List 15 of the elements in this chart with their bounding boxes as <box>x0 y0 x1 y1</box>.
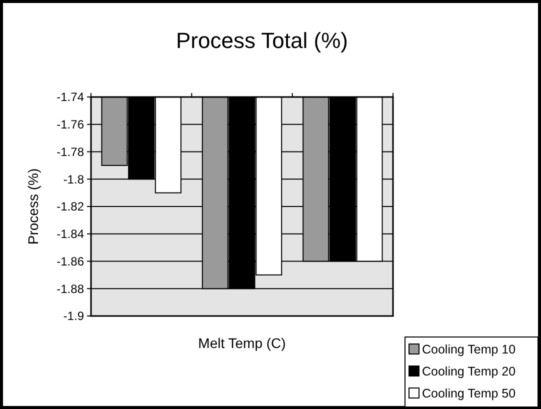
y-tick-label: -1.74 <box>56 90 84 104</box>
y-tick-label: -1.84 <box>56 227 84 242</box>
legend-label: Cooling Temp 50 <box>422 386 516 400</box>
y-tick-label: -1.86 <box>56 254 84 268</box>
y-tick-label: -1.76 <box>56 118 84 132</box>
chart-title: Process Total (%) <box>176 28 348 53</box>
y-tick-label: -1.88 <box>56 282 84 296</box>
legend-label: Cooling Temp 20 <box>422 364 516 378</box>
x-axis-title: Melt Temp (C) <box>198 335 286 351</box>
y-tick-label: -1.9 <box>63 309 84 324</box>
y-tick-label: -1.8 <box>63 172 84 186</box>
y-axis-title: Process (%) <box>25 168 41 245</box>
y-tick-label: -1.82 <box>56 200 84 214</box>
y-tick-label: -1.78 <box>56 144 84 159</box>
legend-label: Cooling Temp 10 <box>422 342 516 356</box>
